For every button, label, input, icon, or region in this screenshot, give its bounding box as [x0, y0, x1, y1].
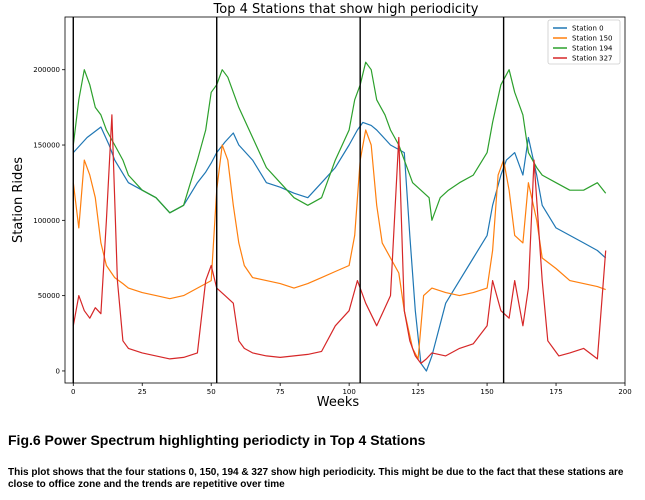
legend-label: Station 194	[572, 45, 613, 53]
x-tick-label: 0	[71, 388, 75, 396]
legend-label: Station 327	[572, 55, 612, 63]
x-tick-label: 200	[618, 388, 631, 396]
plot-area: 0 25 50 75 100 125 150 175 200 0 50000 100000 150000…	[33, 16, 632, 396]
y-tick-label: 150000	[33, 142, 60, 150]
y-tick-label: 200000	[33, 66, 60, 74]
x-tick-label: 50	[207, 388, 216, 396]
x-tick-label: 100	[342, 388, 355, 396]
y-tick-label: 100000	[33, 217, 60, 225]
series-line-station-194	[72, 61, 607, 221]
x-tick-label: 175	[549, 388, 562, 396]
y-tick-label: 50000	[38, 292, 60, 300]
x-axis-label: Weeks	[317, 395, 360, 410]
x-tick-label: 150	[480, 388, 493, 396]
plot-frame	[64, 16, 626, 384]
figure-caption-title: Fig.6 Power Spectrum highlighting period…	[8, 432, 426, 448]
series-line-station-150	[72, 129, 606, 360]
legend-label: Station 0	[572, 25, 604, 33]
x-tick-label: 75	[276, 388, 285, 396]
y-tick-label: 0	[56, 367, 60, 375]
chart-title: Top 4 Stations that show high periodicit…	[213, 2, 479, 17]
legend-box	[547, 19, 621, 65]
series-line-station-0	[72, 121, 607, 372]
x-tick-label: 25	[138, 388, 147, 396]
chart: Top 4 Stations that show high periodicit…	[11, 2, 632, 410]
legend-label: Station 150	[572, 35, 612, 43]
x-tick-label: 125	[411, 388, 424, 396]
y-axis-label: Station Rides	[11, 157, 26, 243]
series-line-station-327	[72, 114, 607, 364]
figure-caption-body: This plot shows that the four stations 0…	[8, 467, 624, 490]
